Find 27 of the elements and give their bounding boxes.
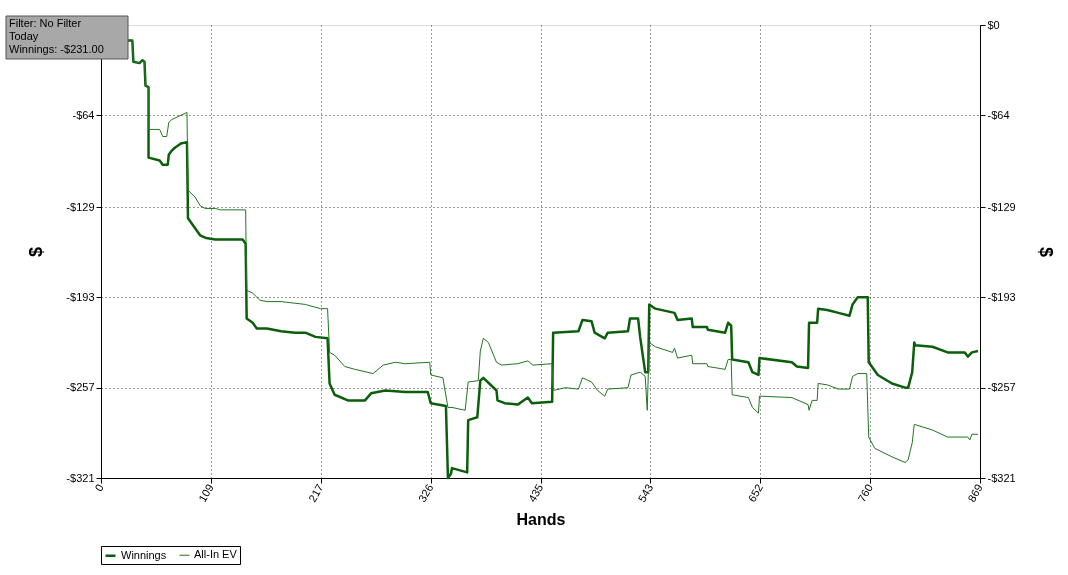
- x-tick-label: 652: [745, 482, 766, 504]
- legend-label: All-In EV: [194, 548, 238, 561]
- text: Filter: No Filter: [9, 17, 82, 29]
- y-tick-label: -$193: [66, 290, 95, 303]
- y2-tick-label: -$129: [987, 200, 1016, 213]
- x-axis-title: Hands: [516, 510, 566, 528]
- y2-tick-label: -$321: [987, 471, 1016, 484]
- y2-tick-label: -$193: [987, 290, 1016, 303]
- x-tick-label: 760: [855, 482, 875, 504]
- y-tick-label: -$64: [72, 108, 95, 121]
- y-tick-label: -$257: [66, 381, 95, 394]
- y2-axis-title: $: [1035, 246, 1056, 258]
- x-tick-label: 0: [92, 482, 106, 494]
- y-tick-label: -$129: [66, 200, 95, 213]
- x-tick-label: 326: [415, 482, 436, 504]
- x-tick-label: 543: [635, 482, 656, 504]
- y2-tick-label: $0: [987, 18, 1000, 31]
- x-tick-label: 869: [965, 482, 985, 504]
- legend-label: Winnings: [121, 548, 167, 561]
- y2-tick-label: -$64: [987, 108, 1010, 121]
- y-tick-label: -$321: [66, 471, 95, 484]
- x-tick-label: 435: [525, 482, 546, 504]
- y-axis-title: $: [26, 246, 47, 258]
- text: Today: [9, 30, 39, 42]
- x-tick-label: 109: [196, 482, 216, 504]
- annotation: Winnings: -$231.00: [9, 43, 104, 55]
- y2-tick-label: -$257: [987, 381, 1016, 394]
